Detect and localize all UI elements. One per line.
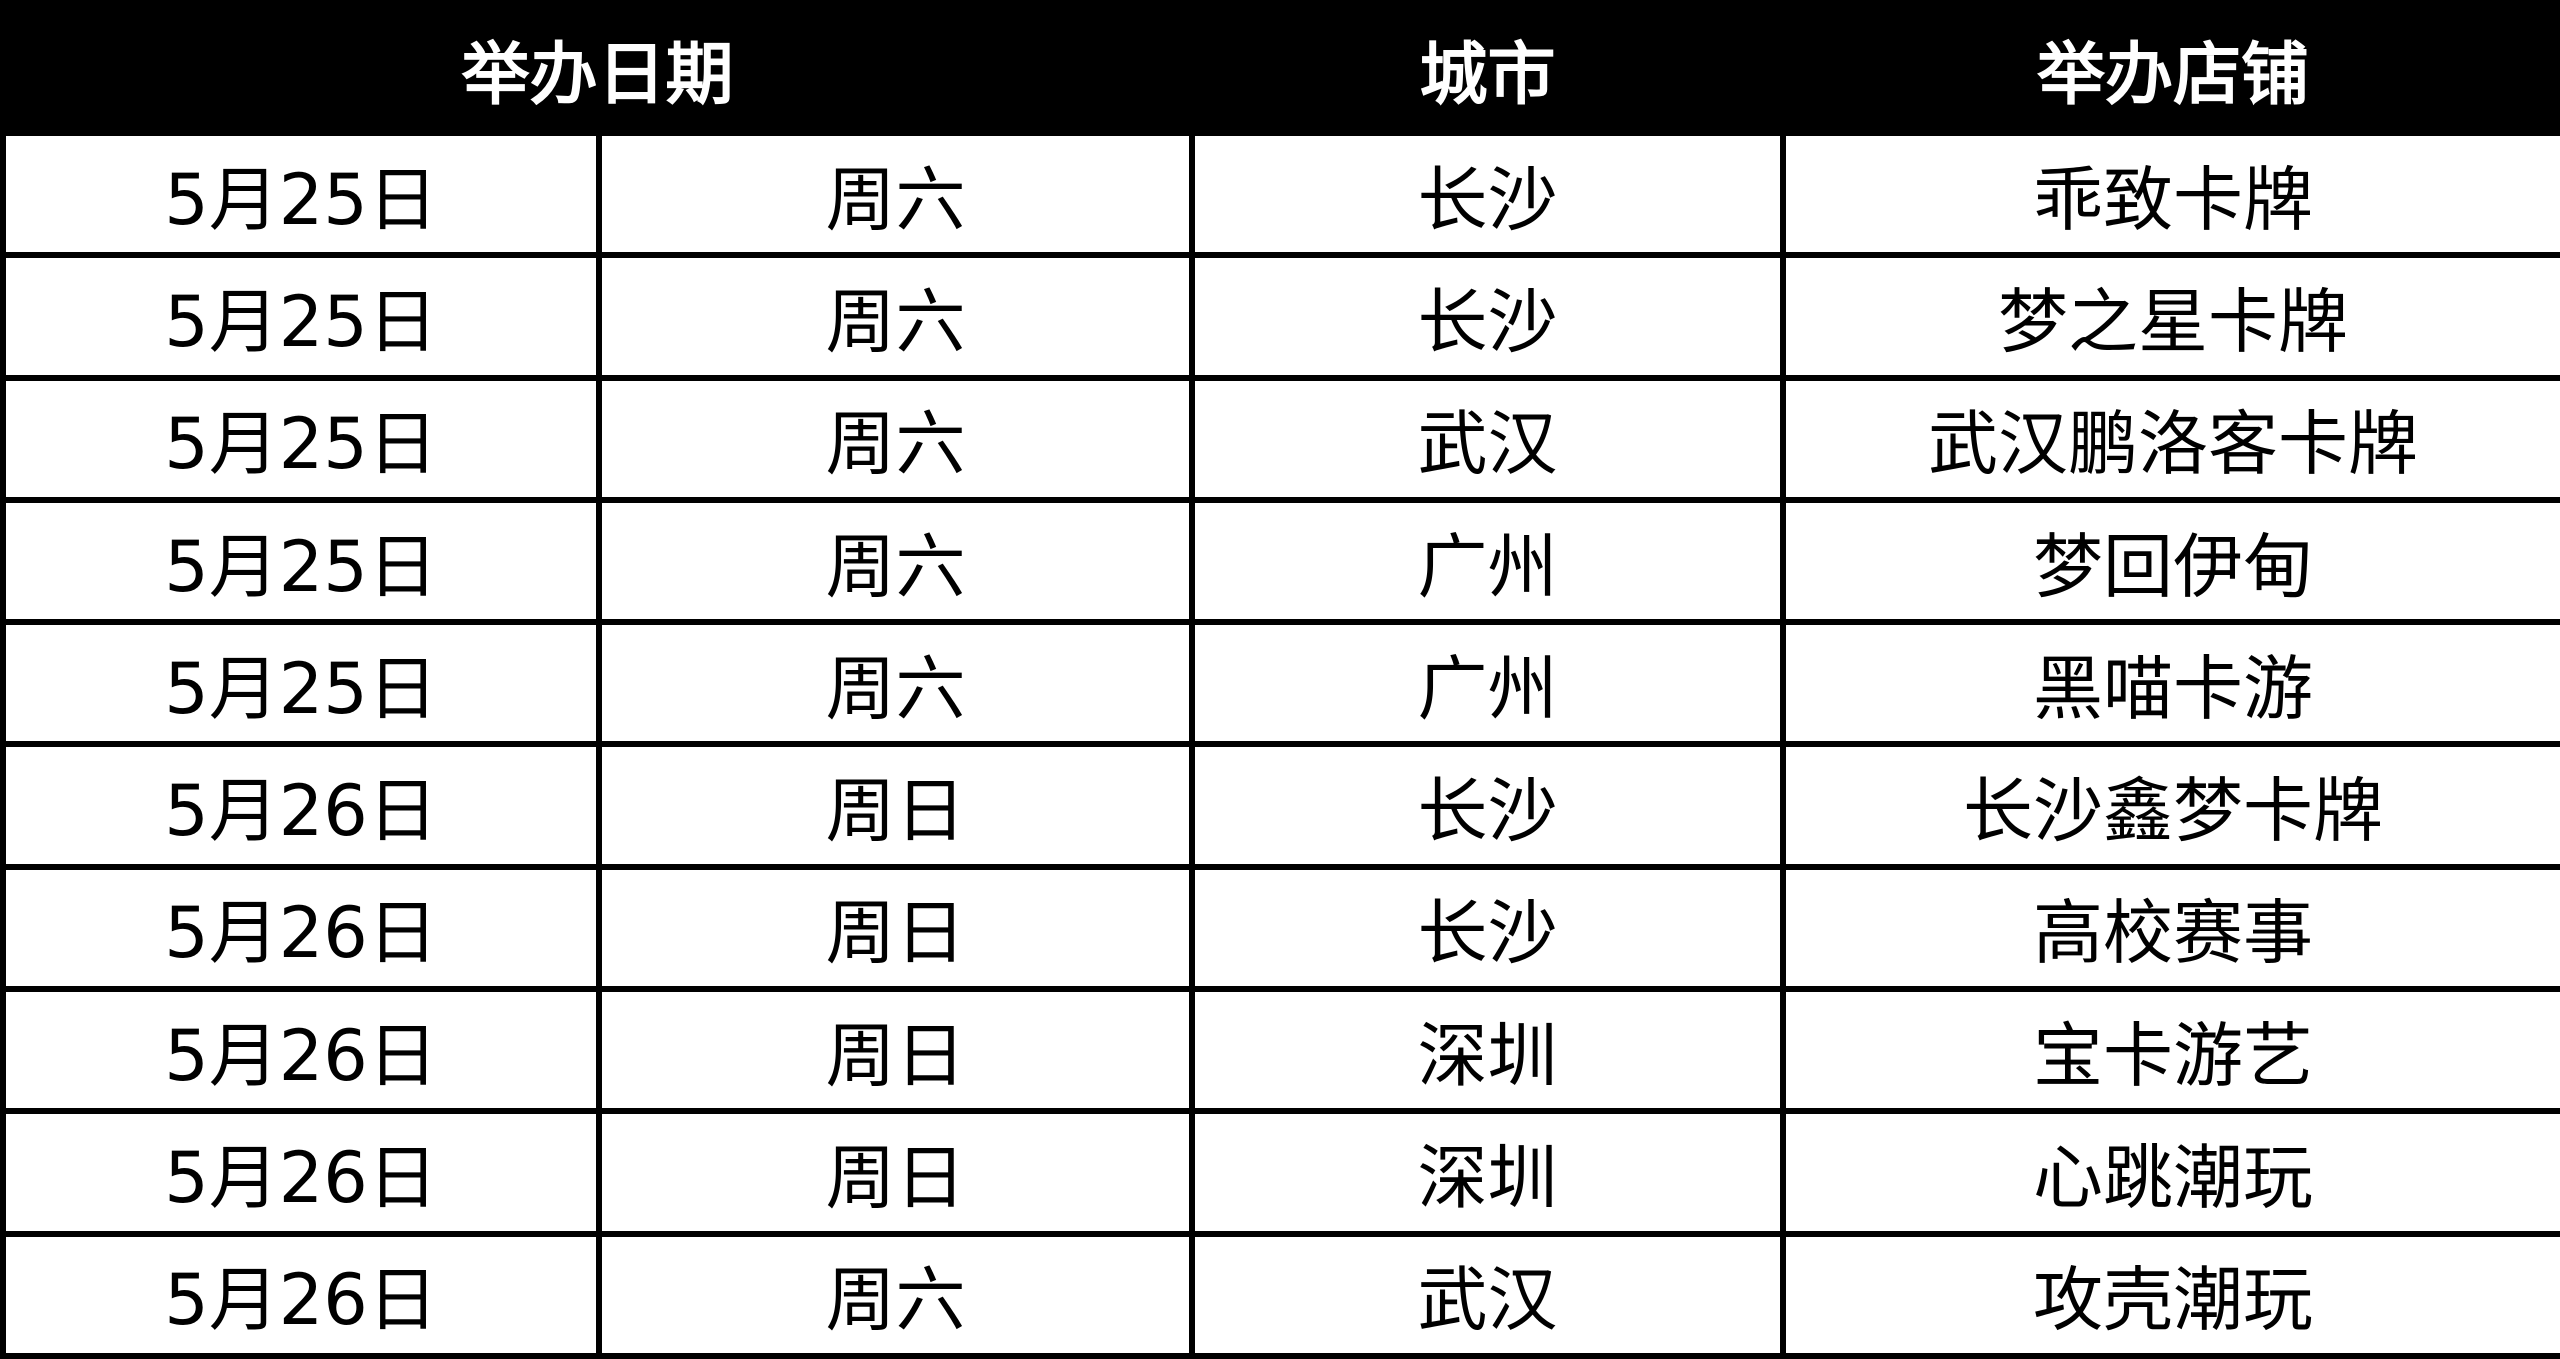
header-city: 城市 [1189, 0, 1787, 136]
cell-city: 长沙 [1189, 252, 1787, 381]
cell-city: 深圳 [1189, 1108, 1787, 1237]
cell-date: 5月26日 [0, 863, 602, 993]
cell-store: 攻壳潮玩 [1780, 1230, 2560, 1359]
cell-store: 乖致卡牌 [1780, 129, 2560, 259]
cell-city: 长沙 [1189, 863, 1787, 993]
cell-store: 心跳潮玩 [1780, 1108, 2560, 1237]
cell-city: 广州 [1189, 619, 1787, 748]
table-row: 5月26日 周日 深圳 宝卡游艺 [0, 986, 2560, 1115]
cell-weekday: 周六 [595, 129, 1196, 259]
header-store: 举办店铺 [1780, 0, 2560, 136]
table-row: 5月25日 周六 长沙 梦之星卡牌 [0, 252, 2560, 381]
cell-store: 宝卡游艺 [1780, 986, 2560, 1115]
cell-store: 长沙鑫梦卡牌 [1780, 741, 2560, 870]
cell-weekday: 周六 [595, 619, 1196, 748]
cell-weekday: 周日 [595, 1108, 1196, 1237]
table-row: 5月25日 周六 广州 黑喵卡游 [0, 619, 2560, 748]
table-row: 5月26日 周日 长沙 高校赛事 [0, 863, 2560, 993]
header-date: 举办日期 [0, 0, 1196, 136]
cell-store: 梦之星卡牌 [1780, 252, 2560, 381]
cell-date: 5月25日 [0, 496, 602, 626]
table-row: 5月26日 周六 武汉 攻壳潮玩 [0, 1230, 2560, 1359]
table-row: 5月25日 周六 武汉 武汉鹏洛客卡牌 [0, 374, 2560, 503]
table-row: 5月26日 周日 长沙 长沙鑫梦卡牌 [0, 741, 2560, 870]
table-row: 5月25日 周六 长沙 乖致卡牌 [0, 129, 2560, 259]
cell-store: 梦回伊甸 [1780, 496, 2560, 626]
cell-store: 黑喵卡游 [1780, 619, 2560, 748]
cell-city: 深圳 [1189, 986, 1787, 1115]
cell-date: 5月25日 [0, 374, 602, 503]
cell-weekday: 周六 [595, 374, 1196, 503]
cell-date: 5月26日 [0, 741, 602, 870]
header-row: 举办日期 城市 举办店铺 [0, 0, 2560, 136]
cell-city: 广州 [1189, 496, 1787, 626]
cell-weekday: 周日 [595, 986, 1196, 1115]
cell-date: 5月26日 [0, 1108, 602, 1237]
cell-date: 5月26日 [0, 986, 602, 1115]
cell-weekday: 周六 [595, 496, 1196, 626]
cell-store: 武汉鹏洛客卡牌 [1780, 374, 2560, 503]
cell-city: 武汉 [1189, 374, 1787, 503]
cell-city: 长沙 [1189, 129, 1787, 259]
cell-store: 高校赛事 [1780, 863, 2560, 993]
cell-weekday: 周日 [595, 863, 1196, 993]
cell-city: 武汉 [1189, 1230, 1787, 1359]
table-row: 5月25日 周六 广州 梦回伊甸 [0, 496, 2560, 626]
table-row: 5月26日 周日 深圳 心跳潮玩 [0, 1108, 2560, 1237]
cell-date: 5月26日 [0, 1230, 602, 1359]
cell-weekday: 周六 [595, 1230, 1196, 1359]
cell-date: 5月25日 [0, 619, 602, 748]
cell-weekday: 周六 [595, 252, 1196, 381]
cell-city: 长沙 [1189, 741, 1787, 870]
cell-weekday: 周日 [595, 741, 1196, 870]
cell-date: 5月25日 [0, 252, 602, 381]
cell-date: 5月25日 [0, 129, 602, 259]
